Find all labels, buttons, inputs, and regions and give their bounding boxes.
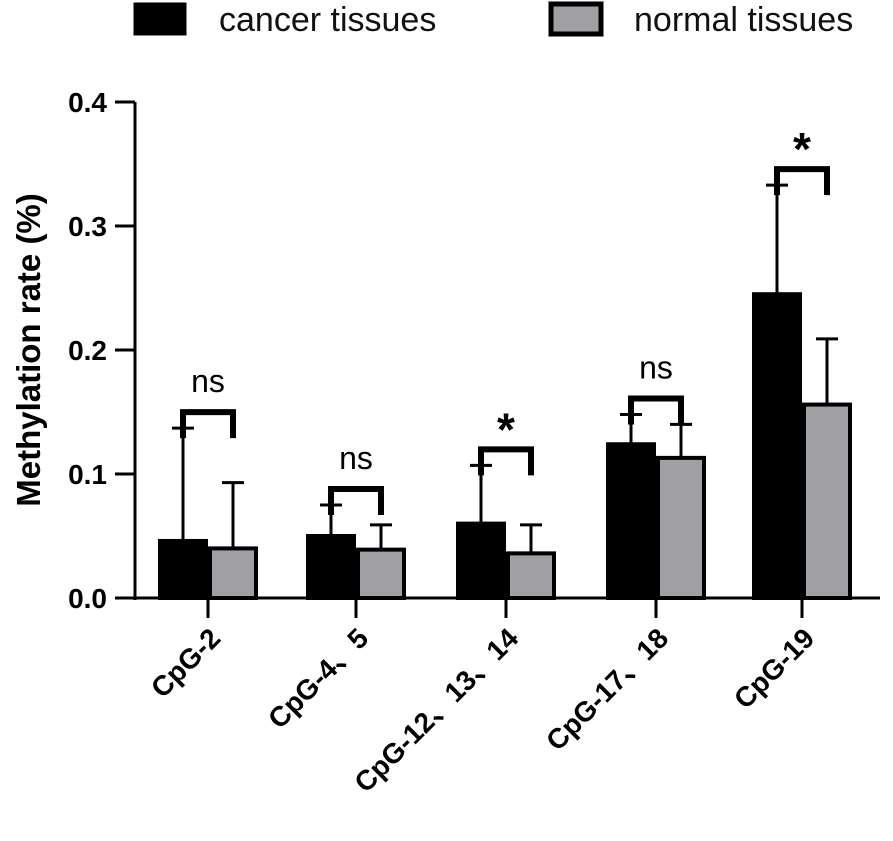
significance-bracket bbox=[328, 486, 384, 515]
bar-cancer bbox=[752, 292, 802, 600]
legend-label-cancer: cancer tissues bbox=[219, 1, 436, 39]
bar-cancer bbox=[606, 442, 656, 600]
x-tick-label: CpG-2 bbox=[145, 622, 226, 703]
y-tick-label: 0.2 bbox=[68, 335, 107, 366]
legend: cancer tissues normal tissues bbox=[133, 1, 853, 39]
significance-bracket bbox=[180, 409, 236, 439]
legend-label-normal: normal tissues bbox=[634, 1, 853, 39]
x-tick-label: CpG-19 bbox=[728, 622, 820, 714]
y-axis-title: Methylation rate (%) bbox=[10, 193, 47, 507]
significance-label: ns bbox=[639, 349, 673, 385]
bar-normal bbox=[506, 551, 556, 600]
bar-normal bbox=[802, 402, 852, 600]
y-tick-label: 0.3 bbox=[68, 211, 107, 242]
bars: ns ns * ns * bbox=[158, 123, 852, 601]
y-tick-label: 0.1 bbox=[68, 459, 107, 490]
significance-label: ns bbox=[339, 440, 373, 476]
legend-swatch-cancer bbox=[133, 2, 187, 36]
bar-cancer bbox=[456, 521, 506, 600]
y-tick-label: 0.4 bbox=[68, 87, 107, 118]
y-axis: 0.0 0.1 0.2 0.3 0.4 bbox=[68, 87, 137, 614]
significance-label: * bbox=[793, 123, 811, 175]
significance-bracket bbox=[774, 166, 830, 196]
bar-normal bbox=[656, 455, 706, 600]
legend-swatch-normal bbox=[548, 1, 604, 37]
bar-normal bbox=[208, 546, 258, 601]
x-tick-label: CpG-4、5 bbox=[262, 622, 374, 734]
bar-cancer bbox=[158, 538, 208, 601]
bar-cancer bbox=[306, 534, 356, 600]
x-tick-label: CpG-12、13、14 bbox=[348, 622, 524, 798]
significance-label: * bbox=[497, 403, 515, 455]
significance-label: ns bbox=[191, 363, 225, 399]
significance-bracket bbox=[478, 446, 534, 476]
bar-normal bbox=[356, 547, 406, 601]
y-tick-label: 0.0 bbox=[68, 583, 107, 614]
significance-bracket bbox=[628, 395, 684, 425]
x-tick-label: CpG-17、18 bbox=[540, 622, 674, 756]
